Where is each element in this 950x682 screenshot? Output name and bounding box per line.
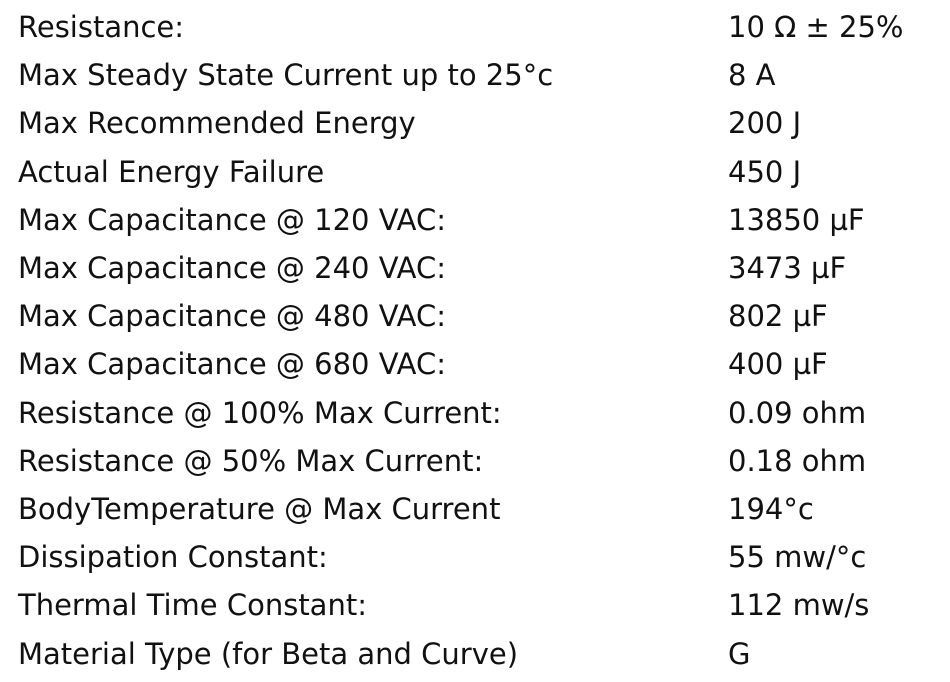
spec-row: Max Capacitance @ 240 VAC: 3473 µF bbox=[0, 244, 950, 292]
spec-value: 10 Ω ± 25% bbox=[728, 10, 904, 44]
spec-value: 112 mw/s bbox=[728, 588, 870, 623]
spec-label: Max Steady State Current up to 25°c bbox=[18, 58, 554, 93]
spec-value: 3473 µF bbox=[728, 251, 847, 285]
spec-row: Dissipation Constant: 55 mw/°c bbox=[0, 533, 950, 581]
spec-row: Material Type (for Beta and Curve) G bbox=[0, 630, 950, 678]
spec-value: 200 J bbox=[728, 106, 802, 141]
spec-value: G bbox=[728, 636, 751, 671]
spec-label: Max Capacitance @ 480 VAC: bbox=[18, 299, 447, 334]
spec-row: Resistance @ 50% Max Current: 0.18 ohm bbox=[0, 437, 950, 485]
spec-value: 400 µF bbox=[728, 347, 828, 382]
spec-value: 194°c bbox=[728, 492, 814, 526]
spec-row: Thermal Time Constant: 112 mw/s bbox=[0, 581, 950, 629]
spec-value: 0.18 ohm bbox=[728, 443, 867, 478]
spec-row: BodyTemperature @ Max Current 194°c bbox=[0, 485, 950, 533]
spec-value: 802 µF bbox=[728, 299, 828, 334]
spec-label: Max Capacitance @ 680 VAC: bbox=[18, 347, 447, 382]
spec-row: Max Recommended Energy 200 J bbox=[0, 99, 950, 147]
spec-label: Max Capacitance @ 120 VAC: bbox=[18, 202, 447, 237]
spec-row: Resistance: 10 Ω ± 25% bbox=[0, 3, 950, 51]
spec-value: 0.09 ohm bbox=[728, 395, 867, 430]
spec-value: 8 A bbox=[728, 58, 776, 93]
spec-label: Resistance: bbox=[18, 10, 185, 44]
spec-label: Max Recommended Energy bbox=[18, 106, 416, 141]
spec-value: 450 J bbox=[728, 154, 802, 189]
spec-row: Max Steady State Current up to 25°c 8 A bbox=[0, 51, 950, 99]
spec-value: 55 mw/°c bbox=[728, 540, 867, 575]
spec-row: Max Capacitance @ 120 VAC: 13850 µF bbox=[0, 196, 950, 244]
spec-value: 13850 µF bbox=[728, 202, 865, 237]
spec-label: Dissipation Constant: bbox=[18, 540, 328, 575]
spec-label: Max Capacitance @ 240 VAC: bbox=[18, 251, 447, 285]
spec-row: Max Capacitance @ 480 VAC: 802 µF bbox=[0, 292, 950, 340]
spec-row: Actual Energy Failure 450 J bbox=[0, 148, 950, 196]
spec-label: Material Type (for Beta and Curve) bbox=[18, 636, 519, 671]
spec-label: BodyTemperature @ Max Current bbox=[18, 492, 501, 526]
spec-label: Actual Energy Failure bbox=[18, 154, 325, 189]
spec-row: Resistance @ 100% Max Current: 0.09 ohm bbox=[0, 389, 950, 437]
spec-row: Max Capacitance @ 680 VAC: 400 µF bbox=[0, 340, 950, 388]
spec-label: Resistance @ 100% Max Current: bbox=[18, 395, 502, 430]
spec-label: Thermal Time Constant: bbox=[18, 588, 367, 623]
spec-label: Resistance @ 50% Max Current: bbox=[18, 443, 484, 478]
